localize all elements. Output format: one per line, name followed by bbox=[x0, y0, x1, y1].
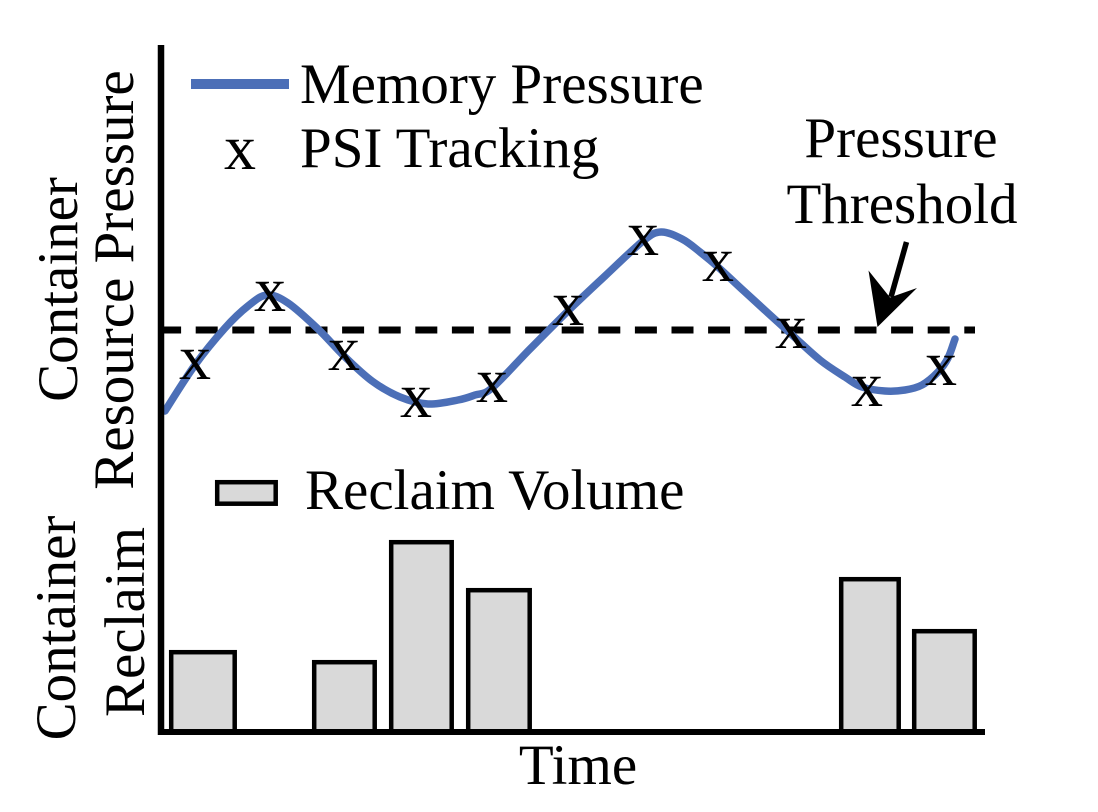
svg-text:x: x bbox=[254, 254, 286, 325]
svg-text:Pressure: Pressure bbox=[804, 107, 997, 170]
svg-text:Threshold: Threshold bbox=[786, 173, 1017, 236]
svg-text:x: x bbox=[775, 291, 807, 362]
svg-text:x: x bbox=[627, 198, 659, 269]
svg-text:x: x bbox=[179, 322, 211, 393]
svg-text:Memory Pressure: Memory Pressure bbox=[300, 53, 704, 116]
svg-text:x: x bbox=[851, 349, 883, 420]
svg-text:Time: Time bbox=[519, 734, 637, 797]
svg-text:x: x bbox=[702, 224, 734, 295]
svg-text:Container: Container bbox=[27, 177, 90, 402]
svg-text:x: x bbox=[224, 112, 256, 183]
svg-text:x: x bbox=[925, 328, 957, 399]
svg-text:Resource Pressure: Resource Pressure bbox=[83, 70, 146, 489]
svg-text:x: x bbox=[328, 313, 360, 384]
svg-text:Container: Container bbox=[25, 516, 88, 741]
svg-text:x: x bbox=[400, 360, 432, 431]
svg-text:Reclaim: Reclaim bbox=[94, 527, 157, 717]
svg-text:PSI Tracking: PSI Tracking bbox=[300, 117, 599, 180]
svg-text:x: x bbox=[476, 345, 508, 416]
svg-text:x: x bbox=[552, 268, 584, 339]
svg-text:Reclaim Volume: Reclaim Volume bbox=[305, 459, 684, 522]
